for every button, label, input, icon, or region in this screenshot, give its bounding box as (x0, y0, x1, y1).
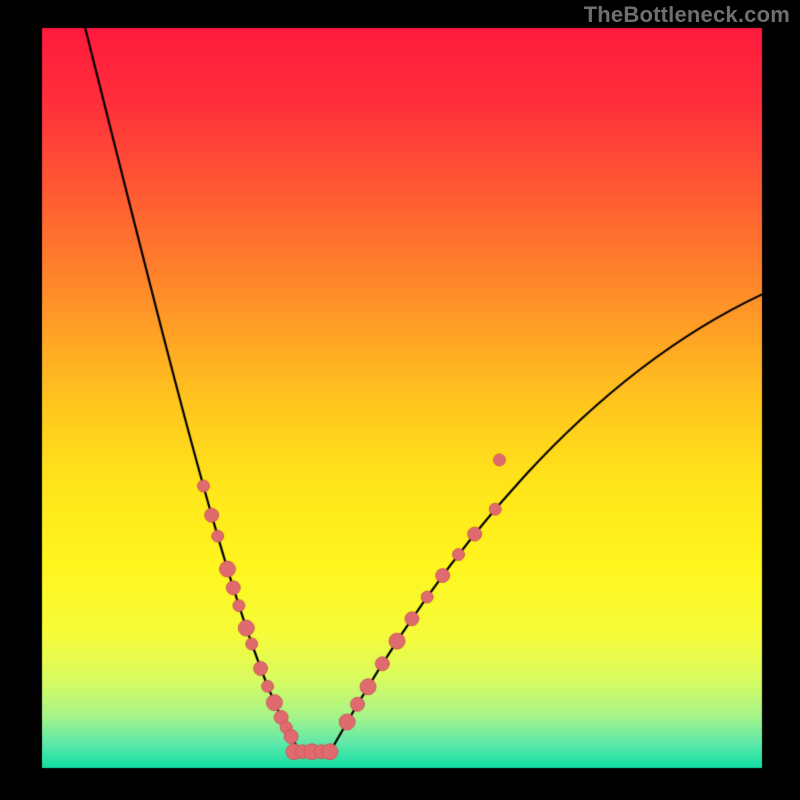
figure-root: TheBottleneck.com (0, 0, 800, 800)
bottleneck-chart-canvas (0, 0, 800, 800)
watermark-text: TheBottleneck.com (584, 2, 790, 28)
